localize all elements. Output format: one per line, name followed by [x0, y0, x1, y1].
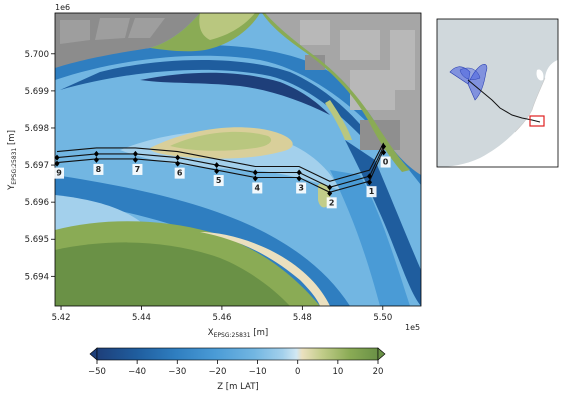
colorbar-extend-low	[89, 347, 98, 361]
waypoints: 0 1 2 3 4 5 6 7 8 9	[54, 143, 391, 209]
x-tick-label: 5.42	[52, 313, 71, 323]
waypoint-marker	[367, 173, 373, 180]
colorbar-tick-label: −40	[128, 367, 146, 377]
route-line	[56, 149, 385, 193]
waypoint-label-box	[54, 167, 65, 179]
x-axis-label: XEPSG:25831 [m]	[208, 328, 268, 339]
waypoint-marker	[381, 143, 387, 150]
waypoint-marker	[327, 184, 333, 191]
inset-land	[437, 60, 558, 167]
waypoint-label-box	[366, 186, 377, 198]
y-tick-label: 5.694	[25, 272, 49, 282]
waypoint-label: 8	[96, 165, 102, 174]
waypoint-marker	[175, 160, 181, 167]
waypoint-marker	[93, 150, 99, 157]
inset-map	[436, 18, 559, 168]
y-ticks: 5.694 5.695 5.696 5.697 5.698 5.699 5.700	[25, 50, 55, 282]
waypoint-marker	[381, 149, 387, 156]
y-offset-label: 1e6	[55, 3, 70, 12]
colorbar-tick-label: 0	[295, 367, 300, 377]
waypoint-label-box	[93, 163, 104, 175]
y-tick-label: 5.696	[25, 198, 49, 208]
inset-frame	[436, 18, 559, 168]
waypoint-marker	[252, 175, 258, 182]
x-tick-label: 5.48	[293, 313, 312, 323]
waypoint-label-box	[296, 182, 307, 194]
x-tick-label: 5.50	[373, 313, 392, 323]
colorbar-tick-label: −30	[168, 367, 186, 377]
colorbar-gradient	[96, 347, 379, 361]
inset-fan-left	[449, 66, 471, 85]
waypoint-marker	[296, 175, 302, 182]
inset-location-box	[529, 115, 545, 127]
waypoint-marker	[327, 190, 333, 197]
colorbar-ticks: −50 −40 −30 −20 −10 0 10 20	[88, 360, 383, 377]
waypoint-marker	[132, 156, 138, 163]
colorbar-tick-label: 10	[332, 367, 343, 377]
y-tick-label: 5.699	[25, 87, 49, 97]
colorbar-tick-label: −50	[88, 367, 106, 377]
waypoint-label-box	[252, 182, 263, 194]
colorbar-extend-high	[377, 347, 386, 361]
x-tick-label: 5.44	[132, 313, 151, 323]
waypoint-marker	[132, 150, 138, 157]
colorbar: −50 −40 −30 −20 −10 0 10 20 Z [m LAT]	[88, 347, 386, 392]
waypoint-marker	[54, 160, 60, 167]
waypoint-marker	[175, 154, 181, 161]
route-line	[56, 146, 385, 188]
y-tick-label: 5.698	[25, 124, 49, 134]
bathymetry-raster	[55, 13, 421, 306]
waypoint-label-box	[132, 163, 143, 175]
waypoint-marker	[214, 168, 220, 175]
x-ticks: 5.42 5.44 5.46 5.48 5.50	[52, 306, 392, 323]
route-line	[56, 142, 385, 182]
y-axis-label: YEPSG:25831 [m]	[7, 130, 18, 191]
waypoint-label-box	[326, 197, 337, 209]
waypoint-marker	[214, 162, 220, 169]
map-frame	[54, 12, 422, 307]
waypoint-marker	[296, 169, 302, 176]
waypoint-label-box	[213, 175, 224, 187]
x-tick-label: 5.46	[212, 313, 231, 323]
waypoint-marker	[367, 179, 373, 186]
colorbar-tick-label: −10	[249, 367, 267, 377]
route	[56, 142, 385, 193]
waypoint-label: 3	[298, 183, 304, 192]
colorbar-tick-label: 20	[373, 367, 384, 377]
y-tick-label: 5.695	[25, 235, 49, 245]
y-tick-label: 5.697	[25, 161, 49, 171]
waypoint-label: 0	[383, 158, 389, 167]
y-tick-label: 5.700	[25, 50, 49, 60]
inset-fan-right	[467, 64, 488, 101]
waypoint-label: 7	[135, 165, 141, 174]
waypoint-label: 9	[56, 169, 62, 178]
waypoint-label-box	[174, 167, 185, 179]
colorbar-label: Z [m LAT]	[217, 382, 258, 392]
waypoint-label: 6	[177, 169, 183, 178]
waypoint-label: 2	[329, 198, 335, 207]
waypoint-label-box	[380, 156, 391, 168]
waypoint-marker	[252, 169, 258, 176]
x-offset-label: 1e5	[405, 323, 420, 332]
waypoint-label: 4	[255, 183, 261, 192]
colorbar-tick-label: −20	[208, 367, 226, 377]
waypoint-label: 1	[369, 187, 375, 196]
waypoint-label: 5	[216, 176, 222, 185]
waypoint-marker	[54, 154, 60, 161]
waypoint-marker	[93, 156, 99, 163]
